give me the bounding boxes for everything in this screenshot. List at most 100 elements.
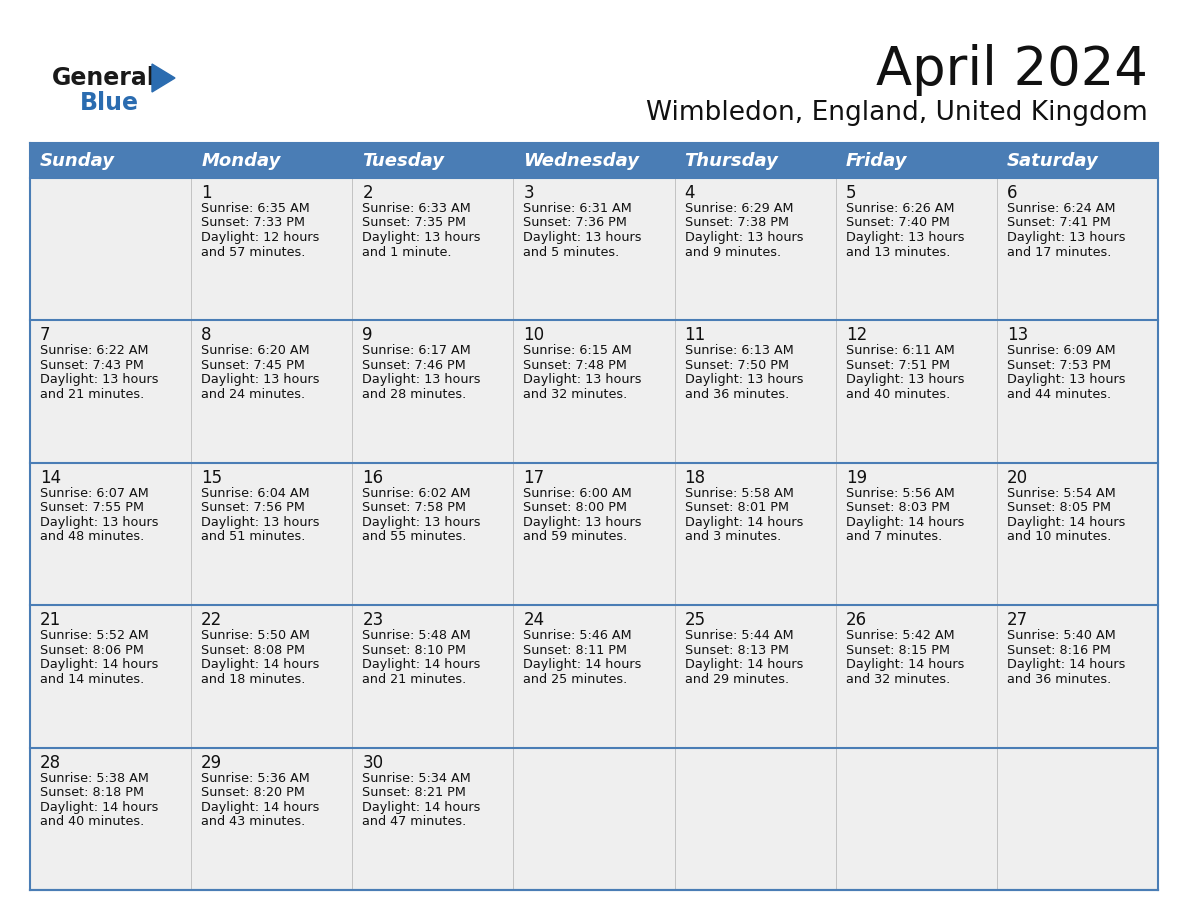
Text: Sunset: 8:08 PM: Sunset: 8:08 PM	[201, 644, 305, 656]
Text: and 57 minutes.: and 57 minutes.	[201, 245, 305, 259]
Bar	[513, 320, 675, 463]
Text: and 5 minutes.: and 5 minutes.	[524, 245, 620, 259]
Text: Sunrise: 5:34 AM: Sunrise: 5:34 AM	[362, 772, 470, 785]
Bar	[675, 605, 835, 747]
Text: Daylight: 13 hours: Daylight: 13 hours	[1007, 374, 1125, 386]
Text: Sunset: 8:21 PM: Sunset: 8:21 PM	[362, 786, 466, 799]
Text: and 36 minutes.: and 36 minutes.	[1007, 673, 1111, 686]
Text: 27: 27	[1007, 611, 1028, 629]
Text: and 32 minutes.: and 32 minutes.	[846, 673, 950, 686]
Text: Sunset: 7:51 PM: Sunset: 7:51 PM	[846, 359, 949, 372]
Text: 28: 28	[40, 754, 61, 772]
Text: Daylight: 14 hours: Daylight: 14 hours	[684, 516, 803, 529]
Text: and 40 minutes.: and 40 minutes.	[846, 388, 950, 401]
Text: Sunrise: 5:36 AM: Sunrise: 5:36 AM	[201, 772, 310, 785]
Bar	[353, 747, 513, 890]
Text: Sunset: 8:18 PM: Sunset: 8:18 PM	[40, 786, 144, 799]
Bar	[353, 178, 513, 320]
Text: Sunrise: 6:24 AM: Sunrise: 6:24 AM	[1007, 202, 1116, 215]
Text: Sunset: 7:40 PM: Sunset: 7:40 PM	[846, 217, 949, 230]
Text: Daylight: 13 hours: Daylight: 13 hours	[846, 231, 965, 244]
Text: Daylight: 14 hours: Daylight: 14 hours	[40, 658, 158, 671]
Text: 1: 1	[201, 184, 211, 202]
Bar	[191, 320, 353, 463]
Text: Daylight: 13 hours: Daylight: 13 hours	[684, 231, 803, 244]
Text: Sunset: 7:53 PM: Sunset: 7:53 PM	[1007, 359, 1111, 372]
Text: Sunrise: 5:40 AM: Sunrise: 5:40 AM	[1007, 629, 1116, 643]
Text: and 9 minutes.: and 9 minutes.	[684, 245, 781, 259]
Text: Sunset: 7:50 PM: Sunset: 7:50 PM	[684, 359, 789, 372]
Text: Sunset: 7:48 PM: Sunset: 7:48 PM	[524, 359, 627, 372]
Text: Sunrise: 6:33 AM: Sunrise: 6:33 AM	[362, 202, 470, 215]
Text: Daylight: 14 hours: Daylight: 14 hours	[1007, 516, 1125, 529]
Text: Daylight: 14 hours: Daylight: 14 hours	[846, 516, 965, 529]
Bar	[30, 178, 191, 320]
Bar	[191, 605, 353, 747]
Text: and 36 minutes.: and 36 minutes.	[684, 388, 789, 401]
Text: Wimbledon, England, United Kingdom: Wimbledon, England, United Kingdom	[646, 100, 1148, 126]
Text: Sunrise: 5:58 AM: Sunrise: 5:58 AM	[684, 487, 794, 499]
Text: Sunset: 7:45 PM: Sunset: 7:45 PM	[201, 359, 305, 372]
Text: Sunrise: 5:42 AM: Sunrise: 5:42 AM	[846, 629, 954, 643]
Text: Sunrise: 5:56 AM: Sunrise: 5:56 AM	[846, 487, 954, 499]
Text: Sunrise: 6:15 AM: Sunrise: 6:15 AM	[524, 344, 632, 357]
Text: Sunset: 7:56 PM: Sunset: 7:56 PM	[201, 501, 305, 514]
Text: Sunset: 7:38 PM: Sunset: 7:38 PM	[684, 217, 789, 230]
Text: Sunrise: 5:50 AM: Sunrise: 5:50 AM	[201, 629, 310, 643]
Text: Daylight: 13 hours: Daylight: 13 hours	[684, 374, 803, 386]
Text: Sunset: 7:46 PM: Sunset: 7:46 PM	[362, 359, 466, 372]
Text: Sunrise: 5:44 AM: Sunrise: 5:44 AM	[684, 629, 794, 643]
Bar	[353, 320, 513, 463]
Bar	[675, 463, 835, 605]
Text: Daylight: 13 hours: Daylight: 13 hours	[201, 516, 320, 529]
Text: 3: 3	[524, 184, 535, 202]
Text: Daylight: 14 hours: Daylight: 14 hours	[362, 800, 481, 813]
Text: Blue: Blue	[80, 91, 139, 115]
Bar	[675, 178, 835, 320]
Text: 19: 19	[846, 469, 867, 487]
Text: and 51 minutes.: and 51 minutes.	[201, 531, 305, 543]
Text: 30: 30	[362, 754, 384, 772]
Text: Sunset: 8:13 PM: Sunset: 8:13 PM	[684, 644, 789, 656]
Text: Sunset: 7:41 PM: Sunset: 7:41 PM	[1007, 217, 1111, 230]
Text: 10: 10	[524, 327, 544, 344]
Text: Sunrise: 5:52 AM: Sunrise: 5:52 AM	[40, 629, 148, 643]
Text: Sunrise: 6:20 AM: Sunrise: 6:20 AM	[201, 344, 310, 357]
Text: Sunset: 8:16 PM: Sunset: 8:16 PM	[1007, 644, 1111, 656]
Text: Sunset: 8:06 PM: Sunset: 8:06 PM	[40, 644, 144, 656]
Bar	[513, 747, 675, 890]
Text: and 7 minutes.: and 7 minutes.	[846, 531, 942, 543]
Text: Daylight: 13 hours: Daylight: 13 hours	[524, 231, 642, 244]
Text: Sunset: 7:33 PM: Sunset: 7:33 PM	[201, 217, 305, 230]
Text: 11: 11	[684, 327, 706, 344]
Text: Sunrise: 6:09 AM: Sunrise: 6:09 AM	[1007, 344, 1116, 357]
Bar	[513, 178, 675, 320]
Text: Sunset: 8:20 PM: Sunset: 8:20 PM	[201, 786, 305, 799]
Text: Sunset: 7:36 PM: Sunset: 7:36 PM	[524, 217, 627, 230]
Text: Sunset: 8:10 PM: Sunset: 8:10 PM	[362, 644, 466, 656]
Text: Sunset: 7:35 PM: Sunset: 7:35 PM	[362, 217, 466, 230]
Text: Daylight: 13 hours: Daylight: 13 hours	[1007, 231, 1125, 244]
Text: Daylight: 13 hours: Daylight: 13 hours	[362, 374, 481, 386]
Text: 25: 25	[684, 611, 706, 629]
Text: and 43 minutes.: and 43 minutes.	[201, 815, 305, 828]
Text: Sunset: 8:11 PM: Sunset: 8:11 PM	[524, 644, 627, 656]
Bar	[675, 320, 835, 463]
Text: 7: 7	[40, 327, 51, 344]
Text: and 59 minutes.: and 59 minutes.	[524, 531, 627, 543]
Text: and 25 minutes.: and 25 minutes.	[524, 673, 627, 686]
Bar	[191, 747, 353, 890]
Text: and 21 minutes.: and 21 minutes.	[362, 673, 467, 686]
Bar	[30, 143, 1158, 178]
Text: Sunrise: 6:07 AM: Sunrise: 6:07 AM	[40, 487, 148, 499]
Text: and 29 minutes.: and 29 minutes.	[684, 673, 789, 686]
Text: 22: 22	[201, 611, 222, 629]
Bar	[997, 320, 1158, 463]
Text: Sunrise: 6:17 AM: Sunrise: 6:17 AM	[362, 344, 470, 357]
Text: Sunrise: 6:22 AM: Sunrise: 6:22 AM	[40, 344, 148, 357]
Text: and 55 minutes.: and 55 minutes.	[362, 531, 467, 543]
Text: 5: 5	[846, 184, 857, 202]
Text: Daylight: 13 hours: Daylight: 13 hours	[362, 231, 481, 244]
Bar	[997, 747, 1158, 890]
Text: Daylight: 14 hours: Daylight: 14 hours	[201, 800, 320, 813]
